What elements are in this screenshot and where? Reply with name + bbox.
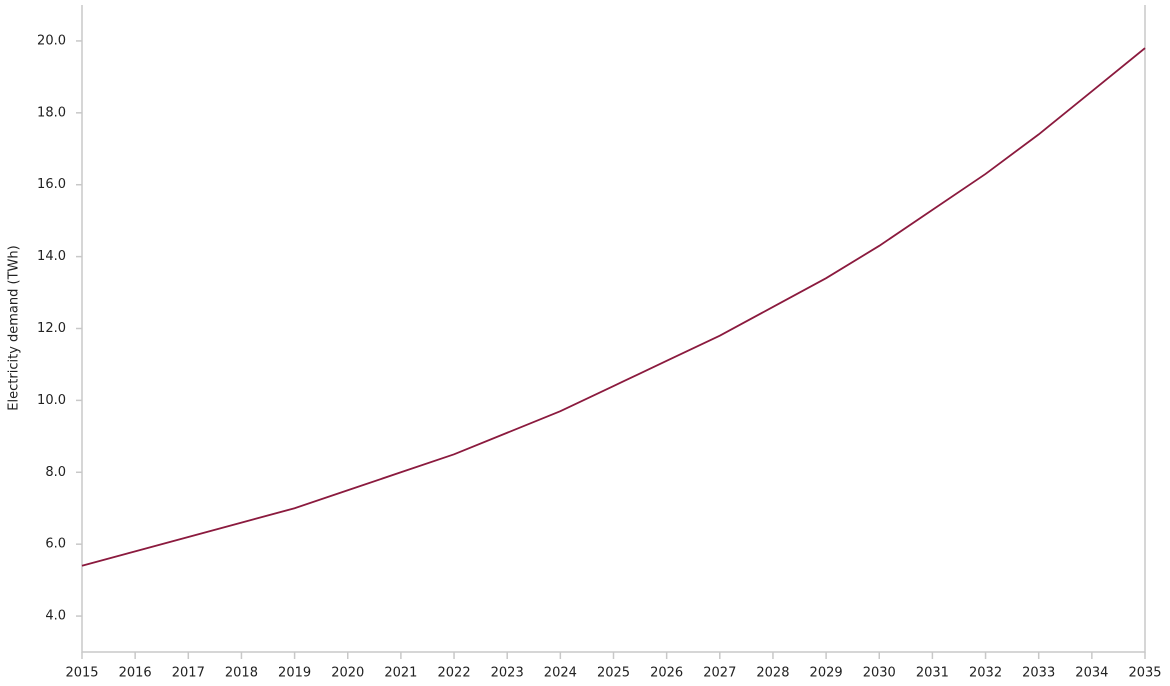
x-tick-label: 2031 [916,666,949,681]
y-axis-label: Electricity demand (TWh) [7,245,22,410]
x-tick-label: 2019 [278,666,311,681]
y-tick-label: 20.0 [37,33,66,48]
x-tick-label: 2018 [225,666,258,681]
y-tick-label: 18.0 [37,105,66,120]
plot-frame [81,5,1146,653]
x-tick-label: 2026 [650,666,683,681]
x-tick-label: 2017 [172,666,205,681]
x-tick-label: 2027 [703,666,736,681]
x-tick-label: 2023 [491,666,524,681]
x-tick-label: 2020 [331,666,364,681]
x-tick-label: 2032 [969,666,1002,681]
y-tick-label: 14.0 [37,249,66,264]
x-tick-label: 2029 [810,666,843,681]
x-tick-label: 2034 [1075,666,1108,681]
y-tick-label: 12.0 [37,321,66,336]
x-tick-label: 2030 [863,666,896,681]
x-tick-label: 2033 [1022,666,1055,681]
x-tick-label: 2022 [438,666,471,681]
y-tick-label: 8.0 [45,465,66,480]
y-tick-label: 6.0 [45,537,66,552]
y-tick-label: 10.0 [37,393,66,408]
y-tick-label: 16.0 [37,177,66,192]
x-tick-label: 2024 [544,666,577,681]
series-line [81,47,1146,567]
x-tick-label: 2025 [597,666,630,681]
x-tick-label: 2016 [119,666,152,681]
x-tick-label: 2028 [756,666,789,681]
y-tick-label: 4.0 [45,609,66,624]
x-tick-label: 2035 [1128,666,1161,681]
x-tick-label: 2021 [384,666,417,681]
x-tick-label: 2015 [65,666,98,681]
